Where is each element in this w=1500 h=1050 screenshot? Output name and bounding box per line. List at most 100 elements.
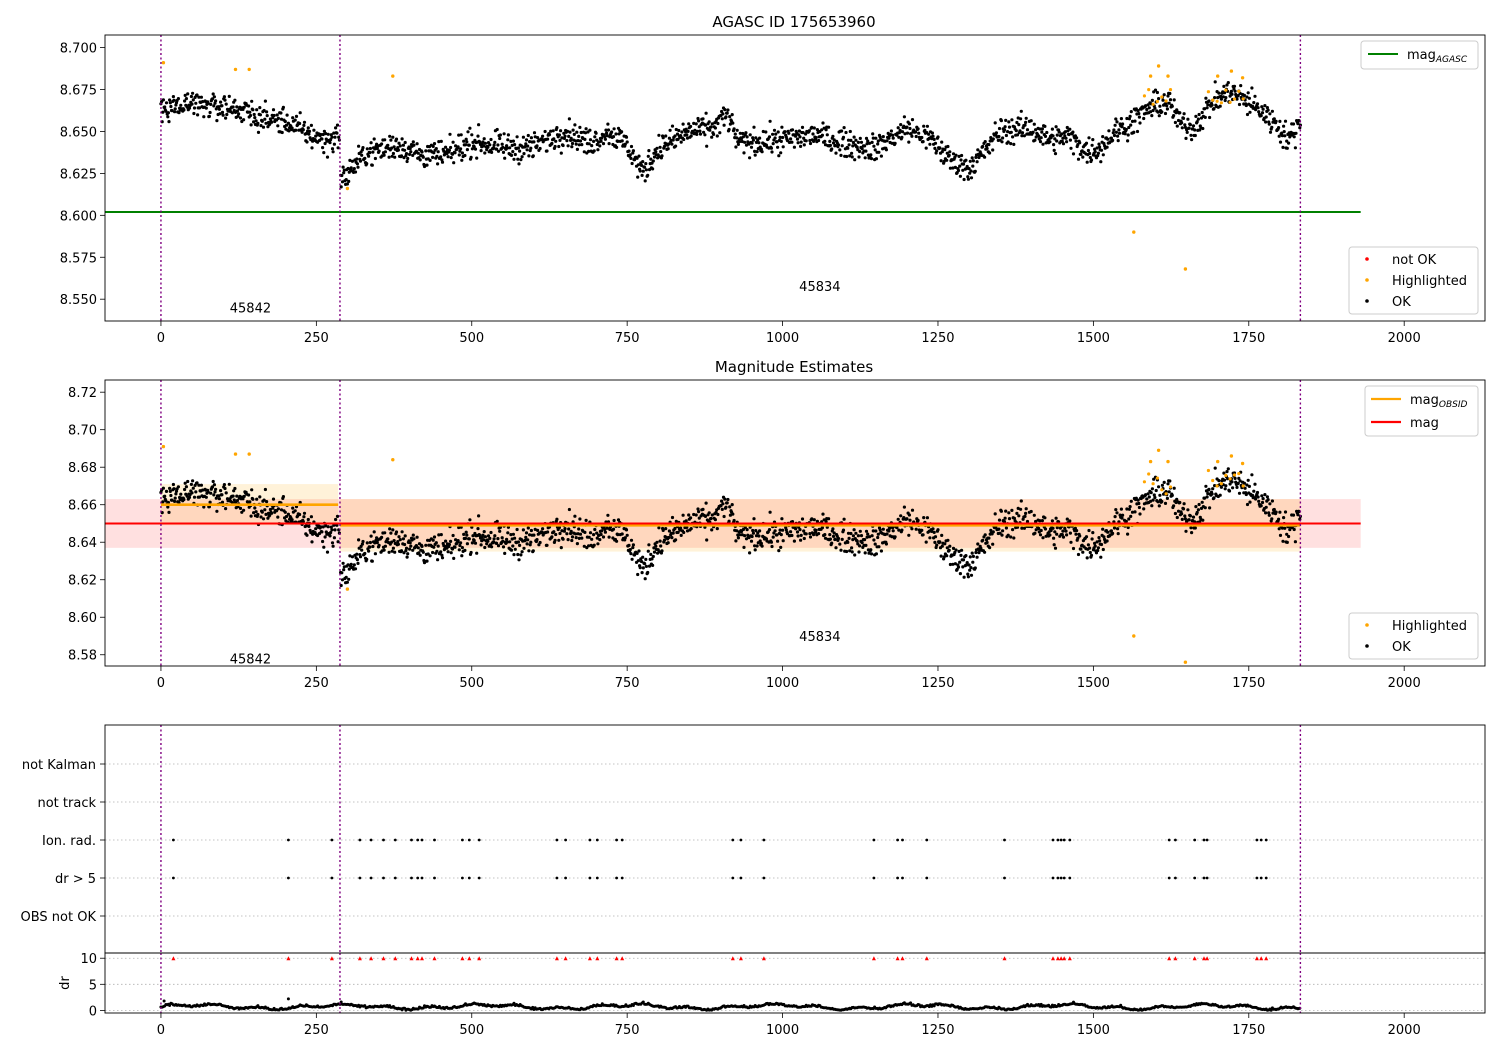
ok-point	[855, 539, 859, 543]
ok-point	[799, 538, 803, 542]
ok-point	[781, 135, 785, 140]
flag-point-ion-rad	[1255, 838, 1259, 842]
flag-point-ion-rad	[588, 838, 592, 842]
ok-point	[903, 132, 907, 136]
ok-point	[731, 512, 735, 516]
ok-point	[576, 532, 580, 536]
ok-point	[692, 512, 696, 517]
ok-point	[235, 494, 239, 498]
ok-point	[501, 150, 506, 154]
ok-point	[439, 533, 443, 537]
ok-point	[848, 549, 852, 553]
ok-point	[659, 150, 663, 154]
ok-point	[821, 121, 825, 125]
ok-point	[1011, 528, 1015, 532]
ok-point	[579, 130, 583, 135]
ok-point	[329, 133, 333, 137]
ok-point	[960, 548, 964, 552]
ok-point	[808, 535, 813, 539]
ok-point	[1197, 112, 1201, 117]
ok-point	[454, 538, 458, 542]
ok-point	[479, 149, 483, 153]
ok-point	[197, 483, 201, 487]
ok-point	[689, 134, 693, 138]
ok-point	[869, 157, 874, 161]
ok-point	[684, 130, 688, 134]
ok-point	[823, 533, 827, 537]
ok-point	[578, 532, 583, 536]
flag-point-ion-rad	[477, 838, 481, 842]
ok-point	[601, 535, 606, 539]
ok-point	[598, 538, 602, 542]
ok-point	[293, 118, 297, 122]
dr-clipped-marker	[477, 956, 482, 961]
ok-point	[863, 551, 867, 555]
ok-point	[358, 555, 363, 559]
ok-point	[506, 133, 510, 137]
ok-point	[910, 527, 914, 531]
ok-point	[1114, 508, 1118, 512]
ok-point	[1167, 490, 1171, 494]
legend-marker	[1365, 644, 1369, 648]
ok-point	[329, 138, 333, 142]
ok-point	[900, 528, 904, 532]
ok-point	[961, 565, 965, 569]
ok-point	[874, 529, 878, 533]
ok-point	[830, 147, 834, 151]
ok-point	[1260, 494, 1264, 498]
ok-point	[848, 154, 852, 158]
ok-point	[335, 514, 340, 519]
ok-point	[1296, 122, 1300, 126]
ok-point	[899, 123, 903, 127]
ok-point	[255, 497, 259, 501]
ok-point	[798, 135, 802, 139]
ok-point	[1178, 111, 1182, 115]
ok-point	[449, 539, 453, 544]
ok-point	[1105, 539, 1109, 543]
ok-point	[1055, 133, 1059, 137]
ok-point	[953, 165, 958, 169]
ok-point	[673, 526, 677, 531]
ok-point	[629, 538, 634, 542]
ok-point	[687, 122, 691, 126]
ok-point	[436, 150, 440, 154]
ok-point	[298, 121, 302, 126]
ok-point	[742, 151, 746, 155]
ok-point	[873, 148, 877, 152]
ok-point	[442, 544, 446, 548]
ok-point	[472, 538, 476, 543]
ok-point	[467, 537, 471, 541]
ok-point	[987, 536, 991, 540]
ok-point	[516, 146, 521, 150]
ok-point	[1150, 487, 1154, 491]
ok-point	[812, 126, 816, 130]
ok-point	[552, 530, 556, 534]
dr-point	[363, 1004, 367, 1008]
ok-point	[509, 548, 514, 552]
dr-clipped-marker	[871, 956, 876, 961]
ok-point	[1263, 493, 1267, 497]
ok-point	[910, 134, 914, 138]
flag-point-dr	[615, 876, 618, 880]
ok-point	[722, 514, 726, 519]
ok-point	[1280, 526, 1284, 530]
ok-point	[418, 158, 422, 162]
ok-point	[383, 138, 387, 142]
ok-point	[792, 145, 797, 149]
ok-point	[182, 108, 186, 112]
ok-point	[730, 503, 734, 507]
dr-point	[168, 1004, 172, 1007]
ok-point	[394, 137, 399, 141]
ok-point	[636, 572, 640, 577]
ok-point	[643, 562, 647, 566]
ok-point	[163, 105, 167, 109]
ok-point	[800, 125, 805, 129]
ok-point	[503, 156, 507, 160]
ok-point	[1236, 94, 1240, 98]
ok-point	[174, 103, 178, 107]
ok-point	[565, 129, 570, 133]
ok-point	[492, 143, 496, 147]
flag-point-ion-rad	[393, 838, 397, 842]
ok-point	[331, 150, 335, 154]
ok-point	[511, 544, 515, 548]
